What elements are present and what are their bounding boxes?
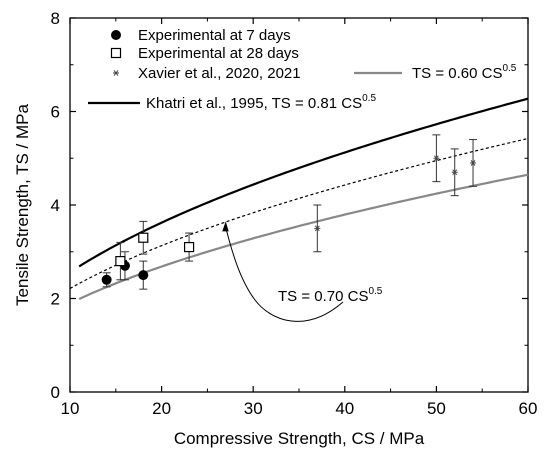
x-axis-title: Compressive Strength, CS / MPa	[174, 429, 425, 448]
annotation: TS = 0.70 CS0.5	[222, 221, 383, 322]
y-tick-label: 0	[51, 383, 60, 402]
x-tick-label: 60	[519, 399, 538, 418]
legend-label: Xavier et al., 2020, 2021	[138, 65, 301, 82]
x-tick-label: 20	[152, 399, 171, 418]
curve-0.70	[69, 137, 529, 290]
marker-circle	[138, 270, 149, 281]
marker-circle	[111, 30, 121, 40]
asterisk-stroke	[434, 155, 439, 162]
annotation-label: TS = 0.70 CS0.5	[278, 286, 383, 305]
legend-label: TS = 0.60 CS0.5	[412, 63, 517, 82]
asterisk-stroke	[452, 169, 458, 176]
x-tick-label: 30	[244, 399, 263, 418]
y-tick-label: 4	[51, 196, 60, 215]
marker-square	[183, 241, 195, 253]
y-tick-label: 2	[51, 290, 60, 309]
marker-circle	[101, 274, 112, 285]
fit-curves	[69, 97, 529, 300]
x-tick-label: 10	[61, 399, 80, 418]
marker-square	[115, 256, 126, 267]
annotation-arrow	[225, 227, 344, 322]
asterisk-stroke	[113, 70, 119, 76]
legend-label: Experimental at 28 days	[138, 45, 299, 62]
x-tick-label: 40	[335, 399, 354, 418]
marker-asterisk	[113, 70, 119, 76]
marker-square	[110, 47, 122, 59]
y-tick-label: 8	[51, 9, 60, 28]
data-markers	[101, 134, 478, 290]
legend-label: Experimental at 7 days	[138, 27, 291, 44]
asterisk-stroke	[314, 225, 320, 232]
legend-label: Khatri et al., 1995, TS = 0.81 CS0.5	[146, 93, 376, 112]
marker-asterisk	[433, 155, 440, 162]
y-tick-label: 6	[51, 103, 60, 122]
curve-0.81	[78, 97, 529, 268]
y-axis-title: Tensile Strength, TS / MPa	[13, 104, 32, 306]
curve-0.60	[78, 173, 529, 300]
asterisk-stroke	[470, 160, 476, 166]
x-tick-label: 50	[427, 399, 446, 418]
axis-ticks: 10 20 30 40 50 60 0 2 4 6 8	[51, 9, 538, 418]
marker-square	[138, 232, 149, 243]
marker-asterisk	[470, 160, 477, 166]
marker-asterisk	[314, 225, 321, 232]
marker-asterisk	[451, 169, 458, 176]
annotation-arrowhead	[222, 221, 229, 232]
